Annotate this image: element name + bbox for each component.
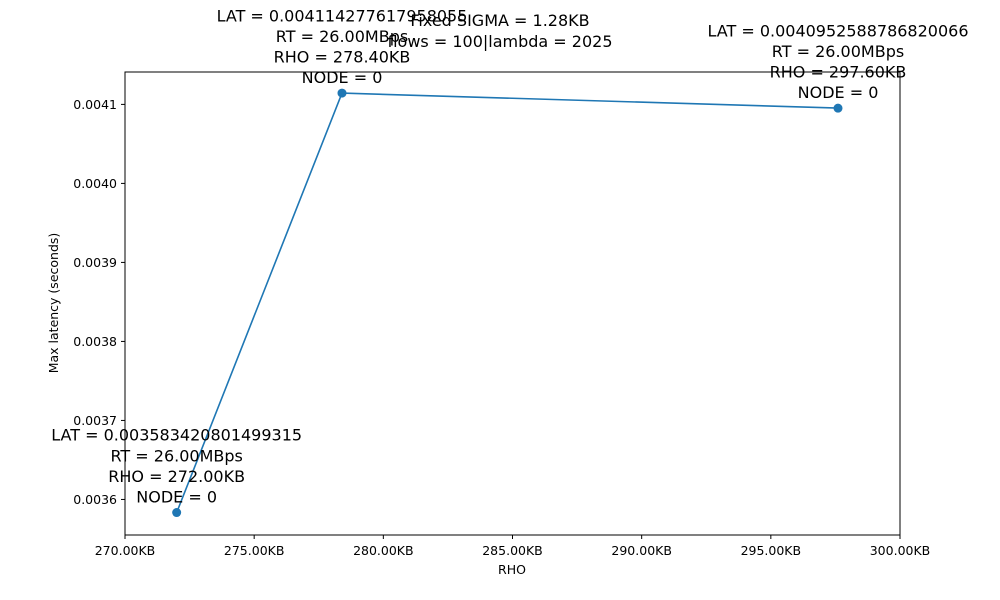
point-annotation-line: LAT = 0.004114277617958055 [217, 6, 468, 25]
point-annotation-line: NODE = 0 [302, 68, 383, 87]
data-point [833, 103, 843, 113]
y-tick-label: 0.0036 [73, 492, 117, 507]
data-point [172, 508, 182, 518]
y-tick-label: 0.0038 [73, 334, 117, 349]
chart-title-line-1: Fixed SIGMA = 1.28KB [410, 11, 589, 30]
x-axis: 270.00KB 275.00KB 280.00KB 285.00KB 290.00KB… [95, 535, 931, 558]
point-annotation-line: NODE = 0 [798, 83, 879, 102]
series-line [175, 92, 839, 513]
x-tick-label: 290.00KB [611, 543, 672, 558]
chart-title-line-2: flows = 100|lambda = 2025 [387, 32, 612, 51]
x-tick-label: 285.00KB [482, 543, 543, 558]
point-annotation-line: RT = 26.00MBps [276, 27, 408, 46]
point-annotation-line: RT = 26.00MBps [110, 446, 242, 465]
x-tick-label: 295.00KB [741, 543, 802, 558]
y-axis-label: Max latency (seconds) [46, 233, 61, 374]
y-tick-label: 0.0037 [73, 413, 117, 428]
data-point [337, 88, 347, 98]
point-annotation-line: RT = 26.00MBps [772, 42, 904, 61]
x-tick-label: 280.00KB [353, 543, 414, 558]
y-axis: 0.0036 0.0037 0.0038 0.0039 0.0040 0.0041 [73, 97, 125, 507]
point-annotation-line: RHO = 278.40KB [274, 48, 411, 67]
point-annotation-line: LAT = 0.003583420801499315 [51, 426, 302, 445]
point-annotation-line: NODE = 0 [136, 488, 217, 507]
point-annotation-line: LAT = 0.0040952588786820066 [707, 21, 968, 40]
x-tick-label: 270.00KB [95, 543, 156, 558]
y-tick-label: 0.0039 [73, 255, 117, 270]
point-annotation-line: RHO = 272.00KB [108, 467, 245, 486]
x-tick-label: 275.00KB [224, 543, 285, 558]
plot-frame [124, 71, 901, 536]
y-tick-label: 0.0040 [73, 176, 117, 191]
plot-marks [172, 88, 843, 518]
x-axis-label: RHO [498, 562, 526, 577]
point-annotation-line: RHO = 297.60KB [770, 63, 907, 82]
y-tick-label: 0.0041 [73, 97, 117, 112]
x-tick-label: 300.00KB [870, 543, 931, 558]
